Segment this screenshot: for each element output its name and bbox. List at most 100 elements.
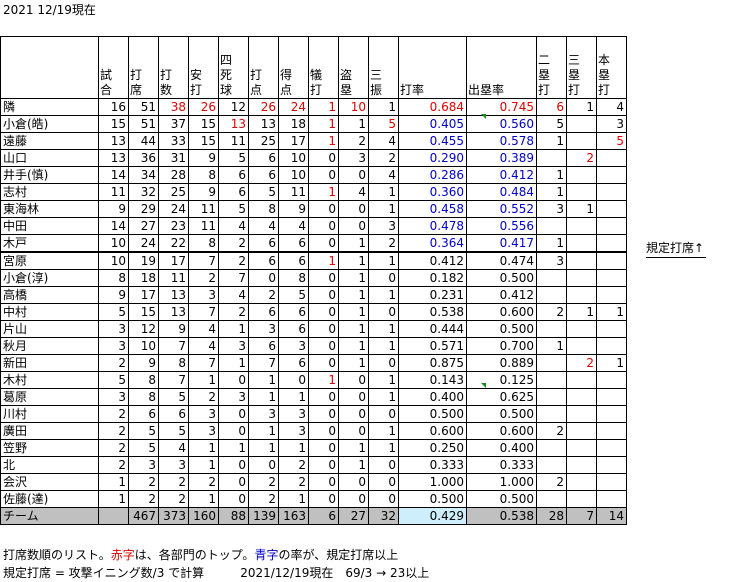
cell-sb: 0 xyxy=(338,490,369,508)
cell-games: 13 xyxy=(98,132,129,150)
cell-so: 1 xyxy=(368,388,399,406)
player-name: 中村 xyxy=(0,303,99,321)
cell-obp: 0.500 xyxy=(466,320,537,338)
cell-sb: 0 xyxy=(338,405,369,423)
table-row: 小倉(皓) 15 51 37 15 13 13 18 1 1 5 0.405 0.560 5 3 xyxy=(0,115,627,133)
cell-hits: 9 xyxy=(188,149,219,167)
cell-runs: 6 xyxy=(278,354,309,372)
header-rbi: 打点 xyxy=(248,36,279,99)
cell-hits: 4 xyxy=(188,337,219,355)
cell-obp: 0.500 xyxy=(466,490,537,508)
cell-so: 0 xyxy=(368,405,399,423)
table-row: 木村 5 8 7 1 0 1 0 1 0 1 0.143 0.125 xyxy=(0,371,627,389)
cell-sac: 1 xyxy=(308,251,339,270)
cell-3b xyxy=(566,456,597,474)
cell-rbi: 2 xyxy=(248,490,279,508)
comment-marker-icon xyxy=(481,383,486,388)
cell-sb: 1 xyxy=(338,251,369,270)
cell-so: 2 xyxy=(368,234,399,253)
cell-pa: 51 xyxy=(128,115,159,133)
cell-ab: 23 xyxy=(158,217,189,235)
cell-so: 4 xyxy=(368,132,399,150)
cell-hr xyxy=(596,371,627,389)
cell-sb: 1 xyxy=(338,269,369,287)
cell-2b: 2 xyxy=(536,422,567,440)
cell-games: 1 xyxy=(98,490,129,508)
cell-rbi: 1 xyxy=(248,439,279,457)
cell-sac: 0 xyxy=(308,149,339,167)
cell-pa: 9 xyxy=(128,354,159,372)
cell-obp: 0.412 xyxy=(466,286,537,304)
team-2b: 28 xyxy=(536,507,567,525)
cell-bb: 0 xyxy=(218,456,249,474)
cell-runs: 18 xyxy=(278,115,309,133)
player-name: 井手(慎) xyxy=(0,166,99,184)
cell-pa: 27 xyxy=(128,217,159,235)
cell-obp: 0.417 xyxy=(466,234,537,253)
cell-pa: 5 xyxy=(128,422,159,440)
cell-pa: 12 xyxy=(128,320,159,338)
cell-sac: 0 xyxy=(308,303,339,321)
player-name: 新田 xyxy=(0,354,99,372)
cell-sac: 0 xyxy=(308,354,339,372)
cell-ab: 7 xyxy=(158,337,189,355)
cell-sac: 0 xyxy=(308,439,339,457)
cell-hits: 8 xyxy=(188,234,219,253)
cell-games: 9 xyxy=(98,200,129,218)
header-3b: 三塁打 xyxy=(566,36,597,99)
cell-3b xyxy=(566,371,597,389)
cell-3b xyxy=(566,473,597,491)
table-row: 笠野 2 5 4 1 1 1 1 0 1 1 0.250 0.400 xyxy=(0,439,627,457)
cell-avg: 0.571 xyxy=(398,337,467,355)
cell-sac: 0 xyxy=(308,456,339,474)
cell-hits: 1 xyxy=(188,439,219,457)
header-2b: 二塁打 xyxy=(536,36,567,99)
cell-3b xyxy=(566,269,597,287)
cell-obp: 0.578 xyxy=(466,132,537,150)
table-row: 隣 16 51 38 26 12 26 24 1 10 1 0.684 0.745 6 1 4 xyxy=(0,98,627,116)
cell-hr xyxy=(596,320,627,338)
cell-sac: 0 xyxy=(308,320,339,338)
cell-runs: 5 xyxy=(278,286,309,304)
cell-bb: 4 xyxy=(218,286,249,304)
cell-rbi: 7 xyxy=(248,354,279,372)
cell-avg: 0.412 xyxy=(398,251,467,270)
cell-sac: 1 xyxy=(308,115,339,133)
header-sac: 犠打 xyxy=(308,36,339,99)
cell-pa: 17 xyxy=(128,286,159,304)
cell-sb: 0 xyxy=(338,422,369,440)
player-name: 高橋 xyxy=(0,286,99,304)
cell-sac: 1 xyxy=(308,183,339,201)
cell-3b xyxy=(566,251,597,270)
player-name: 宮原 xyxy=(0,251,99,270)
cell-pa: 34 xyxy=(128,166,159,184)
batting-stats-table: 試合打席打数安打四死球打点得点犠打盗塁三振打率 出塁率二塁打三塁打本塁打 隣 16 5… xyxy=(0,36,627,525)
cell-ab: 6 xyxy=(158,405,189,423)
cell-avg: 0.290 xyxy=(398,149,467,167)
header-label: 三塁打 xyxy=(568,53,581,97)
cell-runs: 1 xyxy=(278,490,309,508)
cell-avg: 0.333 xyxy=(398,456,467,474)
cell-hits: 1 xyxy=(188,371,219,389)
header-so: 三振 xyxy=(368,36,399,99)
cell-ab: 5 xyxy=(158,388,189,406)
team-sb: 27 xyxy=(338,507,369,525)
cell-hits: 3 xyxy=(188,422,219,440)
cell-rbi: 6 xyxy=(248,234,279,253)
cell-obp: 0.700 xyxy=(466,337,537,355)
table-row: 山口 13 36 31 9 5 6 10 0 3 2 0.290 0.389 2 xyxy=(0,149,627,167)
player-rows: 隣 16 51 38 26 12 26 24 1 10 1 0.684 0.745 6 1 4 小倉(皓) 15 5… xyxy=(0,98,627,525)
player-name: 葛原 xyxy=(0,388,99,406)
cell-sac: 1 xyxy=(308,98,339,116)
cell-games: 2 xyxy=(98,422,129,440)
cell-avg: 0.231 xyxy=(398,286,467,304)
team-label: チーム xyxy=(0,507,99,525)
cell-hits: 9 xyxy=(188,183,219,201)
cell-3b xyxy=(566,132,597,150)
cell-rbi: 1 xyxy=(248,371,279,389)
cell-3b: 2 xyxy=(566,354,597,372)
cell-2b: 2 xyxy=(536,473,567,491)
cell-bb: 0 xyxy=(218,473,249,491)
header-label: 打点 xyxy=(250,68,263,97)
cell-avg: 0.360 xyxy=(398,183,467,201)
